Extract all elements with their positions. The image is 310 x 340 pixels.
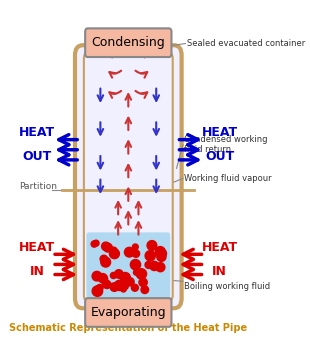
Point	[103, 243, 108, 249]
FancyBboxPatch shape	[85, 28, 171, 57]
FancyBboxPatch shape	[85, 298, 171, 327]
Point	[127, 250, 132, 255]
Point	[103, 259, 108, 265]
Text: HEAT: HEAT	[19, 126, 55, 139]
Point	[159, 254, 164, 259]
Point	[101, 256, 106, 262]
Point	[92, 241, 97, 247]
Text: Evaporating: Evaporating	[91, 306, 166, 319]
Point	[101, 276, 106, 282]
Text: Condensing: Condensing	[91, 36, 165, 49]
Point	[95, 288, 100, 294]
Text: HEAT: HEAT	[202, 126, 238, 139]
Point	[121, 287, 126, 292]
FancyBboxPatch shape	[86, 232, 170, 298]
Text: HEAT: HEAT	[202, 241, 238, 254]
Point	[123, 275, 128, 280]
Point	[105, 245, 110, 250]
Point	[139, 271, 144, 277]
Text: OUT: OUT	[22, 150, 51, 163]
Point	[111, 248, 116, 254]
Text: Schematic Representation of the Heat Pipe: Schematic Representation of the Heat Pip…	[9, 323, 247, 334]
FancyBboxPatch shape	[84, 52, 173, 302]
Point	[122, 283, 126, 288]
Point	[117, 283, 122, 288]
Point	[152, 263, 157, 269]
Point	[148, 253, 153, 258]
Point	[111, 273, 116, 278]
Point	[112, 284, 117, 290]
Point	[158, 249, 163, 254]
Point	[134, 270, 139, 275]
Point	[104, 282, 109, 287]
Point	[94, 240, 99, 246]
Text: Partition: Partition	[19, 182, 57, 191]
Point	[146, 262, 151, 268]
Point	[158, 265, 163, 270]
Point	[128, 279, 133, 285]
Point	[149, 243, 154, 248]
Text: Sealed evacuated container: Sealed evacuated container	[187, 39, 305, 48]
Text: Working fluid vapour: Working fluid vapour	[184, 174, 272, 183]
Text: Boiling working fluid: Boiling working fluid	[184, 282, 270, 291]
Point	[159, 251, 164, 256]
Text: IN: IN	[29, 265, 44, 278]
Point	[134, 251, 139, 256]
Point	[141, 279, 146, 285]
Point	[100, 275, 105, 281]
Point	[132, 285, 137, 290]
Text: IN: IN	[212, 265, 227, 278]
Point	[116, 271, 121, 277]
Point	[133, 262, 138, 267]
Point	[112, 251, 117, 256]
Text: OUT: OUT	[205, 150, 234, 163]
Point	[102, 279, 107, 284]
Text: Condensed working
fluid return: Condensed working fluid return	[184, 135, 268, 154]
Point	[142, 287, 147, 292]
FancyBboxPatch shape	[75, 45, 182, 308]
Text: HEAT: HEAT	[19, 241, 55, 254]
Point	[97, 285, 102, 290]
Point	[95, 273, 100, 279]
Point	[133, 244, 138, 250]
